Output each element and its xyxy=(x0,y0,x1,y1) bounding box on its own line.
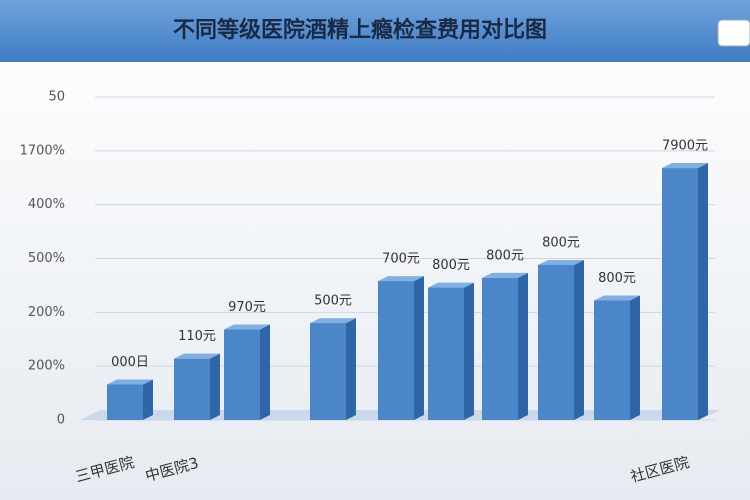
bar xyxy=(662,168,698,420)
bar xyxy=(482,277,518,420)
bar-top xyxy=(378,276,424,282)
bar xyxy=(378,281,414,420)
bar-label: 970元 xyxy=(228,300,266,315)
bar-label: 800元 xyxy=(542,235,580,250)
bar-top xyxy=(482,272,528,278)
bar-side xyxy=(260,324,270,420)
bar xyxy=(594,300,630,420)
bar-side xyxy=(346,318,356,420)
bar xyxy=(224,329,260,420)
bar-label: 500元 xyxy=(314,294,352,309)
bar-side xyxy=(143,379,153,420)
y-tick-label: 1700% xyxy=(20,143,65,158)
bar-side xyxy=(210,353,220,420)
bar-side xyxy=(630,295,640,420)
corner-box xyxy=(717,19,750,47)
bar-top xyxy=(174,353,220,359)
bar-top xyxy=(310,318,356,324)
bar-label: 700元 xyxy=(382,252,420,267)
bar-label: 800元 xyxy=(486,248,524,263)
bar-side xyxy=(518,272,528,420)
bar-label: 800元 xyxy=(432,258,470,273)
bar xyxy=(538,264,574,420)
y-tick-label: 200% xyxy=(28,359,65,374)
y-tick-label: 0 xyxy=(57,413,65,428)
bar-top xyxy=(538,259,584,265)
bar-top xyxy=(594,295,640,301)
bar-side xyxy=(698,163,708,420)
bar-side xyxy=(464,282,474,420)
bar-top xyxy=(428,282,474,288)
bar-top xyxy=(662,163,708,169)
bar xyxy=(174,358,210,420)
y-tick-label: 400% xyxy=(28,197,65,212)
bar-side xyxy=(574,259,584,420)
bar-label: 000日 xyxy=(111,355,149,370)
bar xyxy=(428,287,464,420)
bar-top xyxy=(107,379,153,385)
y-tick-label: 50 xyxy=(48,90,65,105)
y-tick-label: 500% xyxy=(28,251,65,266)
bar-side xyxy=(414,276,424,420)
chart-title: 不同等级医院酒精上瘾检查费用对比图 xyxy=(173,17,547,43)
title-banner xyxy=(0,0,750,62)
bar xyxy=(107,384,143,420)
bar-label: 7900元 xyxy=(662,139,708,154)
bar-label: 800元 xyxy=(598,271,636,286)
bar-top xyxy=(224,324,270,330)
y-tick-label: 200% xyxy=(28,305,65,320)
bar-label: 110元 xyxy=(178,329,216,344)
bar xyxy=(310,323,346,420)
